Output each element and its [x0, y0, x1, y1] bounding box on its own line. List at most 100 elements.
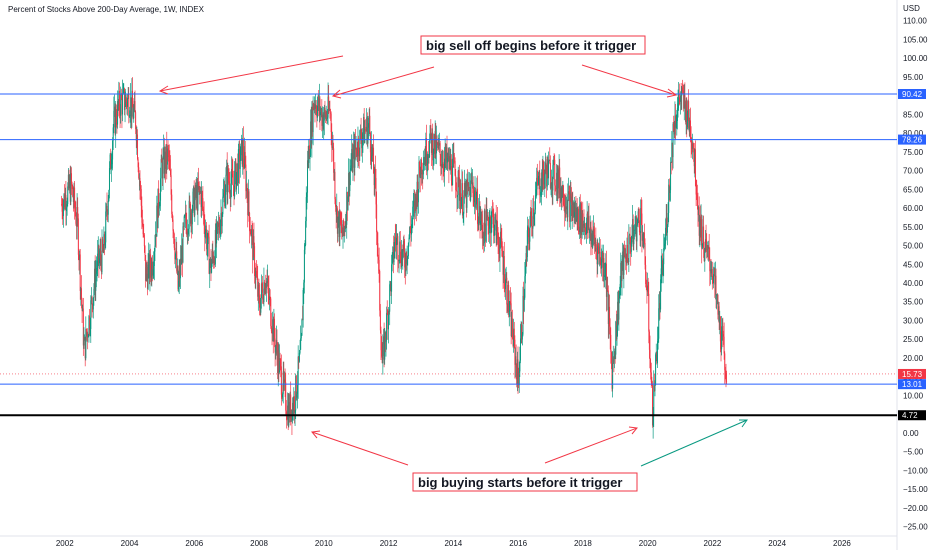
candle-body	[576, 208, 578, 220]
candle-body	[197, 181, 199, 211]
candle-body	[322, 114, 324, 129]
candle-body	[65, 195, 67, 212]
candle-body	[352, 152, 354, 172]
candle-body	[708, 246, 710, 259]
candle-body	[487, 215, 489, 226]
candle-body	[325, 111, 327, 119]
candle-body	[113, 110, 115, 128]
candle-body	[470, 180, 472, 201]
candle-body	[397, 236, 399, 260]
candle-body	[194, 197, 196, 216]
candle-body	[67, 174, 69, 187]
chart-title: Percent of Stocks Above 200-Day Average,…	[8, 5, 205, 14]
candle-body	[607, 288, 609, 291]
candle-body	[188, 228, 190, 235]
candle-body	[94, 268, 96, 289]
candle-body	[417, 189, 419, 203]
candle-body	[112, 140, 114, 160]
x-tick-label: 2010	[315, 539, 333, 548]
candle-body	[95, 273, 97, 291]
candle-body	[420, 159, 422, 175]
candle-body	[174, 253, 176, 260]
candle-body	[204, 225, 206, 238]
candle-body	[425, 138, 427, 165]
candle-body	[415, 193, 417, 198]
candle-body	[638, 220, 640, 233]
candle-body	[587, 213, 589, 228]
candle-body	[377, 243, 379, 258]
candle-body	[409, 227, 411, 238]
candle-body	[574, 211, 576, 218]
sell-annotation[interactable]: big sell off begins before it trigger	[420, 35, 646, 55]
candle-body	[102, 248, 104, 253]
candle-body	[564, 207, 566, 213]
candle-body	[665, 217, 667, 228]
candle-body	[449, 156, 451, 169]
candle-body	[579, 204, 581, 234]
candle-body	[722, 325, 724, 335]
candle-body	[353, 144, 355, 168]
candle-body	[589, 227, 591, 231]
buy-arrows[interactable]	[311, 419, 748, 467]
candle-body	[277, 350, 279, 373]
candle-body	[138, 177, 140, 179]
candle-body	[719, 316, 721, 323]
candle-body	[575, 206, 577, 222]
candle-body	[298, 356, 300, 362]
candle-body	[645, 283, 647, 287]
candle-body	[466, 178, 468, 208]
candle-body	[519, 360, 521, 372]
candle-body	[427, 155, 429, 158]
candle-body	[627, 260, 629, 262]
candle-body	[619, 283, 621, 292]
candle-body	[108, 168, 110, 191]
candle-body	[588, 216, 590, 233]
candle-body	[690, 140, 692, 144]
candle-body	[468, 182, 470, 188]
candle-body	[716, 295, 718, 296]
candle-body	[661, 260, 663, 269]
y-tick-label: −15.00	[903, 485, 928, 494]
candle-body	[105, 211, 107, 243]
candle-body	[400, 260, 402, 268]
candle-body	[163, 147, 165, 157]
candle-body	[574, 206, 576, 212]
buy-annotation[interactable]: big buying starts before it trigger	[412, 472, 638, 492]
candle-body	[506, 304, 508, 312]
candle-body	[125, 96, 127, 102]
candle-body	[263, 282, 265, 303]
candle-body	[616, 326, 618, 340]
horizontal-lines[interactable]: 90.42 78.26 13.01 4.72 15.73	[0, 89, 926, 421]
candle-body	[64, 195, 66, 208]
candle-body	[111, 159, 113, 165]
candle-body	[355, 147, 357, 150]
last-price-bg	[898, 368, 926, 379]
candle-body	[85, 328, 87, 359]
candle-body	[697, 206, 699, 216]
candle-body	[362, 133, 364, 140]
candle-body	[630, 242, 632, 252]
candle-body	[61, 204, 63, 205]
candle-body	[674, 115, 676, 135]
candle-body	[129, 114, 131, 117]
candle-body	[133, 109, 135, 119]
candle-body	[371, 144, 373, 156]
candle-body	[576, 208, 578, 222]
candle-body	[90, 300, 92, 329]
sell-arrows[interactable]	[158, 55, 678, 99]
candle-body	[150, 269, 152, 278]
candle-body	[201, 192, 203, 208]
candle-body	[242, 139, 244, 159]
candle-body	[696, 194, 698, 196]
candle-body	[566, 206, 568, 218]
candle-body	[580, 203, 582, 234]
candle-body	[480, 214, 482, 221]
candle-body	[177, 266, 179, 290]
candle-body	[551, 182, 553, 188]
candle-body	[480, 220, 482, 225]
candle-body	[366, 117, 368, 131]
candle-body	[249, 212, 251, 232]
candle-body	[80, 288, 82, 300]
candle-body	[658, 308, 660, 339]
candle-body	[693, 149, 695, 167]
